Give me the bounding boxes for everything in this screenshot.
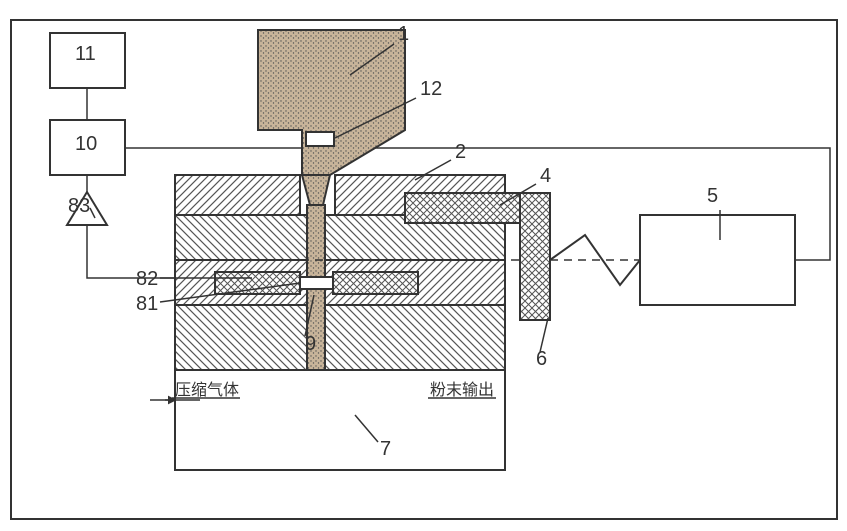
label-2: 2: [455, 141, 466, 163]
label-82: 82: [136, 268, 158, 290]
label-81: 81: [136, 293, 158, 315]
leader-6: [540, 318, 548, 352]
body-lower-left: [175, 305, 307, 370]
arm-vertical: [520, 193, 550, 320]
label-10: 10: [75, 133, 97, 155]
body-upper-left: [175, 215, 307, 260]
hopper-throat: [302, 175, 330, 205]
text-powder_output: 粉末输出: [430, 381, 494, 399]
element-12: [306, 132, 334, 146]
label-11: 11: [75, 43, 96, 65]
label-1: 1: [398, 23, 409, 45]
body-lower-right: [325, 305, 505, 370]
box-5: [640, 215, 795, 305]
label-4: 4: [540, 165, 551, 187]
label-9: 9: [305, 333, 316, 355]
label-6: 6: [536, 348, 547, 370]
text-compressed_gas: 压缩气体: [175, 381, 239, 399]
label-7: 7: [380, 438, 391, 460]
sensor-block-left: [215, 272, 300, 294]
wire-amp-82: [87, 225, 175, 278]
element-81: [300, 277, 333, 289]
body-top-left: [175, 175, 300, 215]
label-5: 5: [707, 185, 718, 207]
label-12: 12: [420, 78, 442, 100]
sensor-block-right: [333, 272, 418, 294]
label-83: 83: [68, 195, 90, 217]
